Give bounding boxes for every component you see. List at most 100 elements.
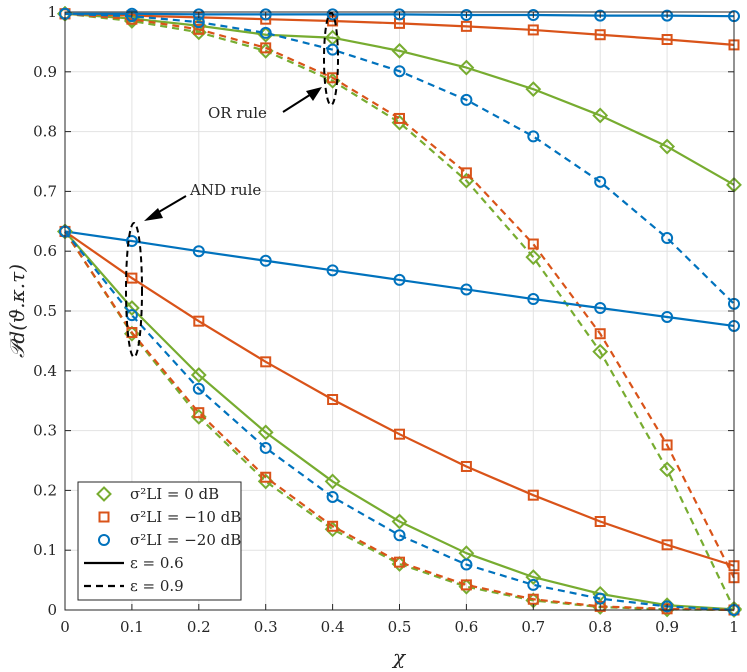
series-line xyxy=(64,12,735,579)
legend: σ²LI = 0 dB σ²LI = −10 dB σ²LI = −20 dB ε =… xyxy=(77,481,242,601)
or-rule-label: OR rule xyxy=(208,104,267,122)
y-tick-label: 1 xyxy=(47,3,57,21)
series-line xyxy=(64,12,735,186)
data-point xyxy=(393,529,406,542)
data-point xyxy=(661,539,673,551)
data-point xyxy=(259,8,272,21)
data-point xyxy=(460,167,472,179)
series-line xyxy=(64,230,735,328)
data-point xyxy=(594,302,607,315)
series-11 xyxy=(59,225,740,616)
data-point xyxy=(393,65,406,78)
legend-label: ε = 0.9 xyxy=(130,577,184,595)
data-point xyxy=(661,600,674,613)
data-point xyxy=(192,8,205,21)
y-tick-label: 0 xyxy=(47,601,57,619)
series-5 xyxy=(59,7,740,310)
data-point xyxy=(257,424,274,441)
legend-marker xyxy=(98,511,110,523)
legend-label: σ²LI = −20 dB xyxy=(130,531,241,549)
y-axis-label: 𝒫d(ϑ.κ.τ) xyxy=(5,264,29,358)
data-point xyxy=(327,520,339,532)
legend-entry: ε = 0.9 xyxy=(84,577,184,595)
data-point xyxy=(661,232,674,245)
data-point xyxy=(193,407,205,419)
data-point xyxy=(259,26,272,39)
data-point xyxy=(193,315,205,327)
and-rule-arrowhead xyxy=(144,208,163,221)
data-point xyxy=(661,439,673,451)
series-group xyxy=(57,5,742,618)
series-line xyxy=(64,12,735,46)
y-tick-label: 0.4 xyxy=(33,362,57,380)
data-point xyxy=(259,441,272,454)
data-point xyxy=(659,138,676,155)
y-tick-label: 0.8 xyxy=(33,123,57,141)
data-point xyxy=(527,8,540,21)
series-8 xyxy=(59,225,740,332)
x-tick-label: 0.1 xyxy=(120,618,144,636)
data-point xyxy=(594,175,607,188)
data-point xyxy=(394,556,405,568)
y-tick-label: 0.5 xyxy=(33,302,57,320)
data-point xyxy=(193,23,205,35)
x-tick-label: 0.9 xyxy=(655,618,679,636)
series-line xyxy=(64,12,735,305)
data-point xyxy=(126,272,138,284)
data-point xyxy=(592,343,609,360)
data-point xyxy=(661,9,674,22)
legend-label: σ²LI = −10 dB xyxy=(130,508,241,526)
data-point xyxy=(594,29,606,41)
legend-items: σ²LI = 0 dB σ²LI = −10 dB σ²LI = −20 dB ε =… xyxy=(84,485,241,595)
x-tick-label: 0.5 xyxy=(388,618,412,636)
x-tick-label: 0.7 xyxy=(521,618,545,636)
data-point xyxy=(592,107,609,124)
data-point xyxy=(327,72,339,84)
data-point xyxy=(525,569,542,586)
legend-entry: σ²LI = −10 dB xyxy=(98,508,241,526)
data-point xyxy=(125,10,138,23)
and-rule-label: AND rule xyxy=(189,181,261,199)
data-point xyxy=(391,42,408,59)
data-point xyxy=(324,473,341,490)
and-rule-ellipse xyxy=(125,222,143,358)
series-line xyxy=(64,230,735,611)
data-point xyxy=(594,592,607,605)
data-point xyxy=(460,20,472,32)
data-point xyxy=(125,235,138,248)
data-point xyxy=(260,471,272,483)
legend-entry: σ²LI = −20 dB xyxy=(98,531,241,549)
data-point xyxy=(460,558,473,571)
data-point xyxy=(123,300,140,316)
data-point xyxy=(394,112,405,124)
data-point xyxy=(460,8,473,21)
data-point xyxy=(527,578,540,591)
data-point xyxy=(661,310,674,323)
data-point xyxy=(391,513,408,530)
x-tick-label: 0 xyxy=(60,618,70,636)
x-tick-label: 1 xyxy=(729,618,739,636)
data-point xyxy=(527,130,540,143)
data-point xyxy=(327,394,339,406)
y-tick-label: 0.3 xyxy=(33,422,57,440)
x-tick-label: 0.8 xyxy=(588,618,612,636)
data-point xyxy=(260,356,272,368)
series-line xyxy=(64,230,735,567)
data-point xyxy=(192,382,205,395)
data-point xyxy=(527,238,539,250)
data-point xyxy=(460,460,472,472)
x-tick-label: 0.6 xyxy=(454,618,478,636)
data-point xyxy=(527,593,539,605)
data-point xyxy=(594,600,606,612)
data-point xyxy=(527,24,539,36)
series-7 xyxy=(59,225,740,572)
data-point xyxy=(190,367,207,383)
series-line xyxy=(64,230,735,612)
data-point xyxy=(460,283,473,296)
legend-marker xyxy=(96,486,112,502)
legend-entry: ε = 0.6 xyxy=(84,554,184,572)
y-tick-label: 0.1 xyxy=(33,541,57,559)
data-point xyxy=(525,249,542,266)
y-tick-label: 0.6 xyxy=(33,242,57,260)
